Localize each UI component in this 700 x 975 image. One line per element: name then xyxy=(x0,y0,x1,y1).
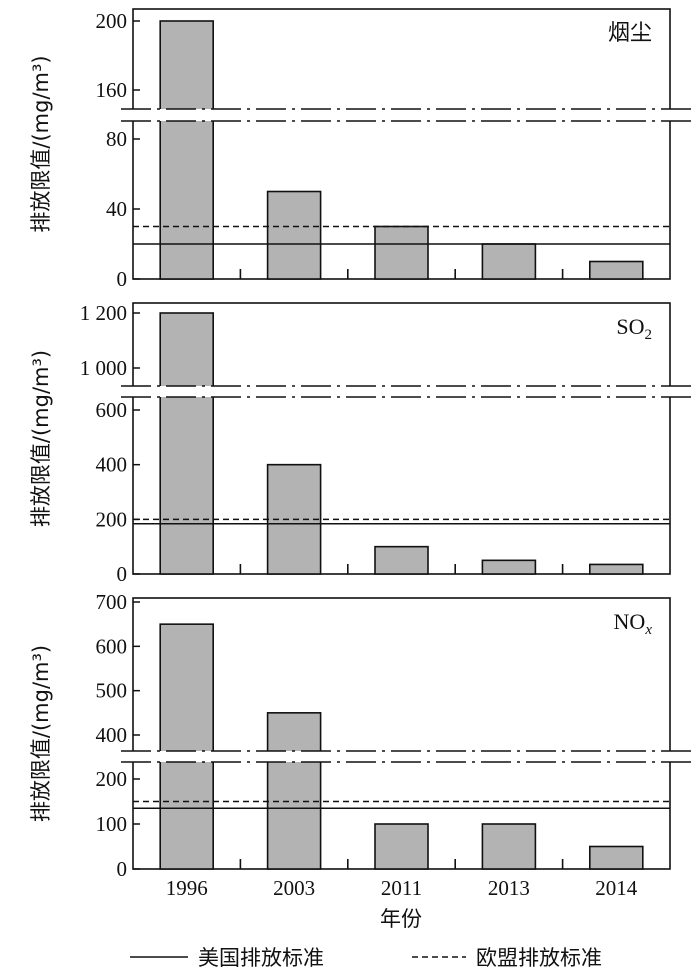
y-tick-label: 0 xyxy=(117,267,128,291)
x-tick-label: 2014 xyxy=(595,876,638,900)
y-tick-label: 100 xyxy=(96,812,128,836)
bar-2011 xyxy=(374,545,429,575)
legend-us-label: 美国排放标准 xyxy=(198,946,324,970)
bar-2013 xyxy=(481,243,537,280)
bar-1996 xyxy=(159,20,214,280)
panel-title-main: NO xyxy=(614,609,646,634)
panel-2: 0 200 400 600 1 000 1 200 SO2 排放限值/(mg/m³) xyxy=(29,301,691,586)
legend: 美国排放标准 欧盟排放标准 xyxy=(130,946,602,970)
panel-title-main: 烟尘 xyxy=(608,20,652,45)
bar-2011 xyxy=(374,823,429,870)
panel-3: 0 100 200 400 500 600 700 NOx 排放限值/(mg/m³) 1996 20… xyxy=(29,590,691,900)
y-tick-label: 160 xyxy=(96,78,128,102)
panel-title: SO2 xyxy=(616,314,652,343)
bar-2011 xyxy=(374,225,429,280)
bar-1996 xyxy=(159,623,214,870)
y-tick-label: 1 200 xyxy=(80,301,127,325)
bar-1996 xyxy=(159,312,214,575)
y-tick-label: 1 000 xyxy=(80,356,127,380)
y-tick-label: 400 xyxy=(96,723,128,747)
y-tick-label: 700 xyxy=(96,590,128,614)
bar-2013 xyxy=(481,823,537,870)
x-tick-label: 2013 xyxy=(488,876,530,900)
y-tick-label: 40 xyxy=(106,197,127,221)
y-tick-label: 0 xyxy=(117,562,128,586)
panel-title: NOx xyxy=(614,609,653,638)
panel-title-main: SO xyxy=(616,314,644,339)
y-tick-label: 200 xyxy=(96,767,128,791)
axis-break-gap xyxy=(121,109,691,121)
y-axis-label: 排放限值/(mg/m³) xyxy=(29,350,53,527)
y-tick-label: 200 xyxy=(96,507,128,531)
y-tick-label: 600 xyxy=(96,398,128,422)
bar-2003 xyxy=(266,190,322,280)
bar-2014 xyxy=(588,845,644,870)
y-tick-label: 200 xyxy=(96,9,128,33)
panel-title-subscript: 2 xyxy=(645,327,653,343)
panel-title: 烟尘 xyxy=(608,20,652,45)
panel-title-subscript: x xyxy=(644,622,652,638)
y-tick-label: 600 xyxy=(96,634,128,658)
y-tick-label: 400 xyxy=(96,453,128,477)
x-axis-label: 年份 xyxy=(380,907,422,931)
plot-frame xyxy=(132,302,671,575)
bar-2014 xyxy=(588,260,644,280)
bar-2014 xyxy=(588,563,644,575)
y-axis-label: 排放限值/(mg/m³) xyxy=(29,55,53,232)
axis-break-gap xyxy=(121,386,691,397)
x-tick-label: 2003 xyxy=(273,876,315,900)
y-tick-label: 500 xyxy=(96,679,128,703)
y-axis-label: 排放限值/(mg/m³) xyxy=(29,645,53,822)
y-tick-label: 80 xyxy=(106,127,127,151)
x-tick-label: 1996 xyxy=(166,876,208,900)
legend-eu-label: 欧盟排放标准 xyxy=(476,946,602,970)
y-tick-label: 0 xyxy=(117,857,128,881)
bar-2003 xyxy=(266,712,322,870)
axis-break-gap xyxy=(121,751,691,762)
x-tick-label: 2011 xyxy=(381,876,422,900)
bar-2013 xyxy=(481,559,537,575)
